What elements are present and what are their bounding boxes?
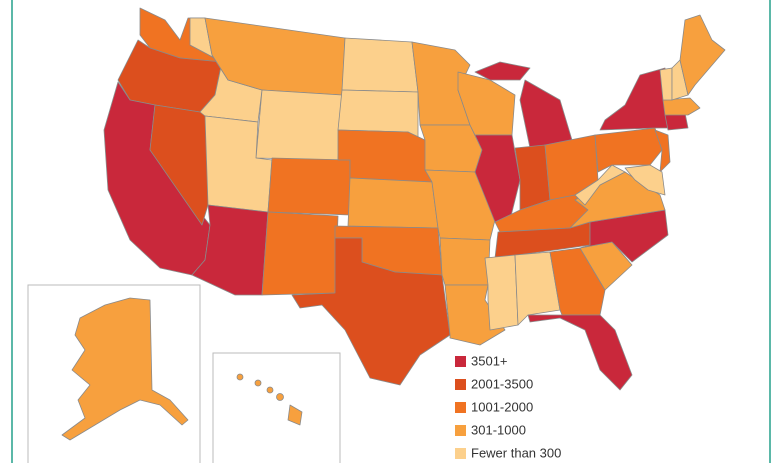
state [341,37,419,93]
state [287,404,303,426]
state [664,112,689,131]
state [61,297,189,441]
legend: 3501+ 2001-3500 1001-2000 301-1000 Fewer tha… [455,353,561,460]
state [261,211,339,296]
state [255,89,343,161]
state [337,129,433,183]
legend-swatch [455,448,466,459]
legend-swatch [455,356,466,367]
state [266,386,274,394]
legend-label: 2001-3500 [471,376,533,391]
state [662,97,701,116]
state [347,177,439,229]
state [679,14,726,96]
legend-label: 3501+ [471,353,508,368]
legend-swatch [455,425,466,436]
state [267,157,351,216]
state [474,61,531,81]
legend-swatch [455,402,466,413]
state [579,209,669,263]
state [514,251,561,326]
state [254,379,262,387]
hawaii-inset [212,352,341,463]
legend-label: 301-1000 [471,422,526,437]
legend-label: 1001-2000 [471,399,533,414]
states [61,7,726,441]
state [484,254,519,331]
state [514,144,551,211]
state [654,129,671,173]
state [439,237,491,286]
state [624,164,666,196]
alaska-inset [27,284,201,463]
state [236,373,244,381]
legend-swatch [455,379,466,390]
state [291,237,451,386]
legend-label: Fewer than 300 [471,445,561,460]
state [527,314,633,391]
state [276,393,284,401]
state [419,124,483,173]
